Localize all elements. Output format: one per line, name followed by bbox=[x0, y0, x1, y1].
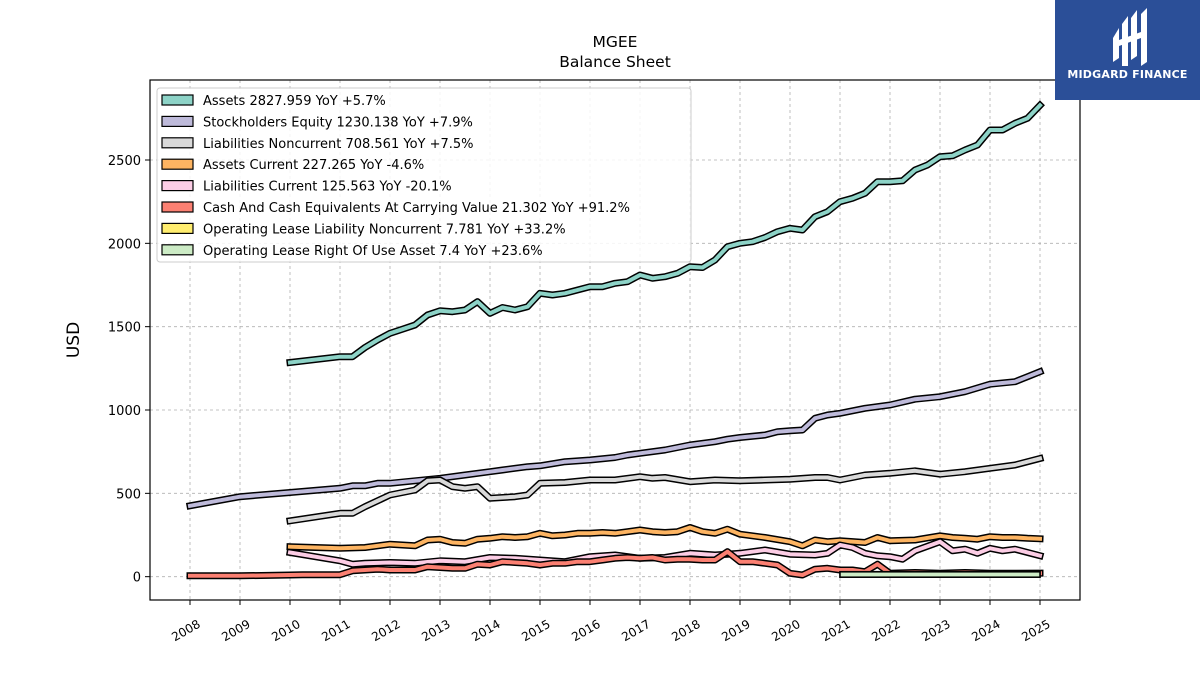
y-axis-ticks: 0 500 1000 1500 2000 2500 bbox=[108, 154, 150, 586]
legend-entry: Stockholders Equity 1230.138 YoY +7.9% bbox=[203, 115, 473, 130]
midgard-logo-icon bbox=[1113, 8, 1147, 66]
legend-entry: Operating Lease Right Of Use Asset 7.4 Y… bbox=[203, 244, 543, 259]
legend-swatch bbox=[161, 137, 194, 149]
series-line bbox=[185, 367, 1045, 510]
legend-entry: Liabilities Noncurrent 708.561 YoY +7.5% bbox=[203, 137, 474, 152]
series-outline bbox=[286, 454, 1045, 525]
legend-swatch bbox=[161, 94, 194, 106]
series-outline bbox=[185, 367, 1045, 510]
y-tick-label: 500 bbox=[116, 487, 141, 502]
series-line bbox=[186, 548, 1044, 580]
x-tick-label: 2019 bbox=[719, 617, 752, 644]
chart-title: MGEE bbox=[593, 33, 638, 51]
plot-frame bbox=[149, 79, 1081, 601]
series-line bbox=[839, 571, 1041, 578]
x-tick-label: 2015 bbox=[519, 617, 552, 644]
series-line bbox=[286, 524, 1044, 552]
x-tick-label: 2013 bbox=[419, 617, 452, 644]
legend-box bbox=[156, 87, 692, 263]
x-axis-ticks: 2008 2009 2010 2011 2012 2013 2014 2015 2016 2017… bbox=[169, 600, 1053, 644]
series-stroke bbox=[287, 456, 1043, 524]
x-tick-label: 2010 bbox=[269, 617, 302, 644]
legend-swatch bbox=[161, 158, 194, 170]
series-line bbox=[286, 100, 1045, 367]
legend-entry: Assets Current 227.265 YoY -4.6% bbox=[203, 158, 424, 173]
y-tick-label: 0 bbox=[133, 571, 141, 586]
x-tick-label: 2024 bbox=[969, 617, 1002, 644]
series-line bbox=[286, 454, 1045, 525]
series-stroke bbox=[287, 539, 1043, 567]
x-tick-label: 2023 bbox=[919, 617, 952, 644]
x-tick-label: 2014 bbox=[469, 617, 502, 644]
x-tick-label: 2012 bbox=[369, 617, 402, 644]
x-tick-label: 2022 bbox=[869, 617, 902, 644]
x-tick-label: 2008 bbox=[169, 617, 202, 644]
y-tick-label: 2000 bbox=[108, 237, 141, 252]
series-band bbox=[839, 571, 1041, 578]
series-stroke bbox=[188, 549, 1043, 578]
legend-swatch bbox=[161, 244, 194, 256]
x-tick-label: 2011 bbox=[319, 617, 352, 644]
series-stroke bbox=[287, 525, 1043, 551]
y-tick-label: 2500 bbox=[108, 154, 141, 169]
legend-entry: Liabilities Current 125.563 YoY -20.1% bbox=[203, 180, 452, 195]
legend: Assets 2827.959 YoY +5.7% Stockholders Eq… bbox=[156, 87, 692, 263]
legend-swatch bbox=[161, 201, 194, 213]
brand-logo: MIDGARD FINANCE bbox=[1055, 0, 1200, 100]
legend-swatch bbox=[161, 180, 194, 192]
legend-swatch bbox=[161, 222, 194, 234]
series-stroke bbox=[187, 369, 1043, 509]
x-tick-label: 2009 bbox=[219, 617, 252, 644]
legend-swatch bbox=[161, 115, 194, 128]
x-tick-label: 2018 bbox=[669, 617, 702, 644]
y-axis-label: USD bbox=[64, 322, 84, 358]
series-line bbox=[285, 538, 1045, 568]
y-tick-label: 1500 bbox=[108, 321, 141, 336]
series-lines bbox=[185, 100, 1045, 580]
x-tick-label: 2020 bbox=[769, 617, 802, 644]
legend-entry: Assets 2827.959 YoY +5.7% bbox=[203, 94, 386, 109]
series-stroke bbox=[287, 102, 1043, 365]
brand-name: MIDGARD FINANCE bbox=[1067, 68, 1188, 81]
legend-entry: Cash And Cash Equivalents At Carrying Va… bbox=[203, 201, 630, 216]
legend-entry: Operating Lease Liability Noncurrent 7.7… bbox=[203, 222, 566, 237]
x-tick-label: 2017 bbox=[619, 617, 652, 644]
x-tick-label: 2021 bbox=[819, 617, 852, 644]
y-tick-label: 1000 bbox=[108, 404, 141, 419]
x-tick-label: 2025 bbox=[1019, 617, 1052, 644]
x-tick-label: 2016 bbox=[569, 617, 602, 644]
chart-subtitle: Balance Sheet bbox=[559, 53, 671, 71]
